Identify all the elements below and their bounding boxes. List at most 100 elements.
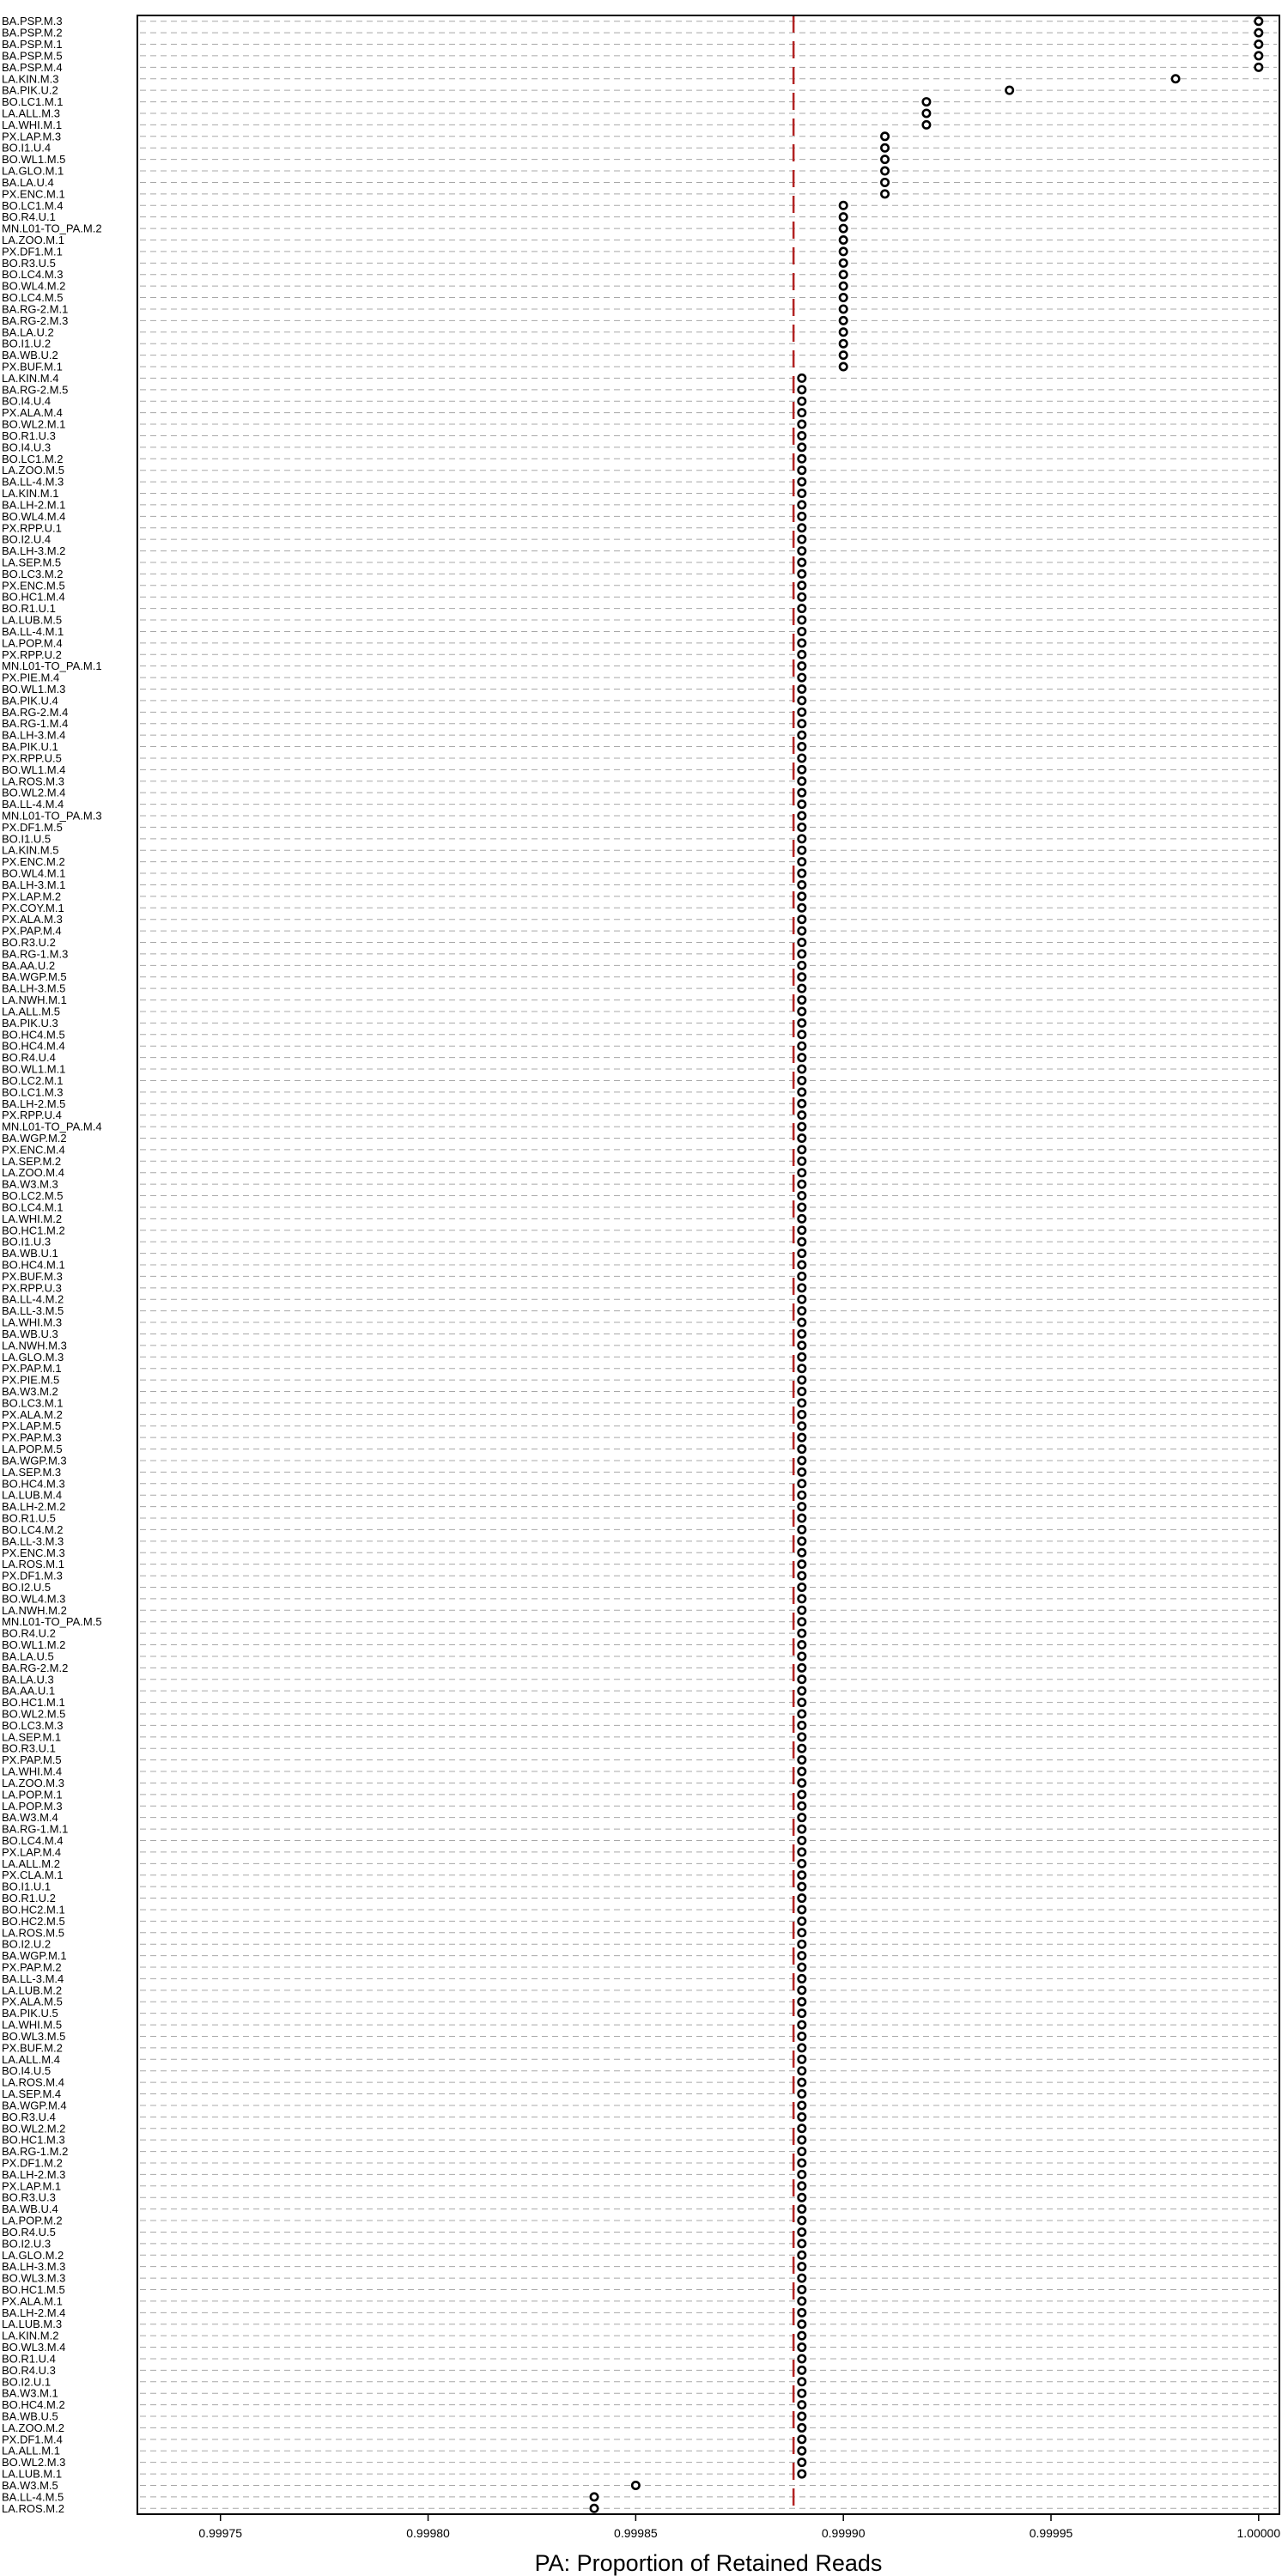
y-tick-label: BA.LL-3.M.5: [2, 1304, 64, 1317]
data-point: [797, 1674, 807, 1685]
data-point: [797, 2111, 807, 2122]
y-tick-label: PX.LAP.M.5: [2, 1419, 61, 1432]
y-tick-label: BO.LC3.M.3: [2, 1719, 64, 1732]
data-point: [880, 143, 890, 153]
data-point: [797, 2330, 807, 2341]
y-tick-label: LA.NWH.M.2: [2, 1604, 67, 1617]
y-tick-label: BO.WL2.M.1: [2, 418, 65, 431]
y-tick-label: BA.LH-2.M.1: [2, 498, 65, 511]
y-tick-labels: BA.PSP.M.3BA.PSP.M.2BA.PSP.M.1BA.PSP.M.5…: [2, 15, 102, 2515]
y-tick-label: BO.WL3.M.5: [2, 2030, 65, 2043]
y-tick-label: BO.WL1.M.4: [2, 763, 65, 776]
data-point: [797, 557, 807, 568]
data-point: [797, 511, 807, 521]
y-tick-label: PX.RPP.U.2: [2, 648, 62, 661]
y-tick-label: BO.I1.U.3: [2, 1236, 51, 1249]
y-tick-label: PX.ALA.M.5: [2, 1996, 63, 2008]
y-tick-label: PX.RPP.U.3: [2, 1281, 62, 1294]
data-point: [797, 442, 807, 453]
data-point: [797, 1133, 807, 1143]
y-tick-label: BA.LL-4.M.3: [2, 476, 64, 489]
data-point: [797, 1213, 807, 1224]
y-tick-label: BA.WB.U.1: [2, 1247, 58, 1260]
y-tick-label: BO.WL1.M.5: [2, 153, 65, 166]
y-tick-label: BO.WL2.M.5: [2, 1707, 65, 1720]
data-point: [797, 1191, 807, 1201]
y-tick-label: LA.GLO.M.1: [2, 165, 64, 178]
data-point: [797, 1559, 807, 1570]
y-tick-label: LA.ALL.M.2: [2, 1857, 60, 1870]
y-tick-label: BA.WGP.M.1: [2, 1949, 67, 1962]
data-point: [797, 742, 807, 752]
y-tick-label: LA.POP.M.1: [2, 1788, 63, 1801]
grid-layer: [140, 21, 1277, 2509]
y-tick-label: BO.LC1.M.1: [2, 95, 64, 108]
y-tick-label: PX.LAP.M.3: [2, 130, 61, 143]
data-point: [797, 1928, 807, 1938]
y-tick-label: BO.R3.U.5: [2, 257, 56, 270]
y-tick-label: PX.LAP.M.1: [2, 2179, 61, 2192]
data-point: [797, 1006, 807, 1017]
data-point: [797, 1709, 807, 1719]
y-tick-label: BA.LA.U.2: [2, 325, 54, 338]
data-point: [797, 1905, 807, 1915]
data-point: [797, 1432, 807, 1443]
y-tick-label: BO.HC1.M.5: [2, 2283, 65, 2296]
data-point: [797, 960, 807, 970]
x-axis-title: PA: Proportion of Retained Reads: [535, 2550, 883, 2576]
data-point: [797, 1236, 807, 1247]
y-tick-label: PX.ENC.M.1: [2, 187, 65, 200]
y-tick-label: LA.GLO.M.2: [2, 2249, 64, 2262]
y-tick-label: BO.R3.U.3: [2, 2191, 56, 2204]
data-point: [797, 902, 807, 913]
x-tick-label: 0.99975: [198, 2526, 242, 2540]
y-tick-label: BO.I2.U.1: [2, 2375, 51, 2388]
data-point: [797, 1594, 807, 1604]
data-point: [797, 580, 807, 591]
y-tick-label: PX.PAP.M.5: [2, 1753, 62, 1766]
data-point: [797, 1249, 807, 1259]
data-point: [797, 2031, 807, 2041]
data-point: [797, 1168, 807, 1178]
y-tick-label: BO.R1.U.1: [2, 602, 56, 615]
y-tick-label: BA.AA.U.1: [2, 1685, 55, 1698]
data-point: [797, 719, 807, 729]
data-point: [797, 534, 807, 544]
y-tick-label: BO.R4.U.5: [2, 2226, 56, 2239]
data-point: [838, 327, 848, 337]
y-tick-label: LA.LUB.M.3: [2, 2318, 62, 2330]
y-tick-label: BA.LL-3.M.3: [2, 1534, 64, 1547]
y-tick-label: LA.NWH.M.3: [2, 1339, 67, 1352]
y-tick-label: BO.LC1.M.4: [2, 199, 64, 212]
y-tick-label: LA.LUB.M.4: [2, 1489, 62, 1502]
y-tick-label: LA.LUB.M.5: [2, 614, 62, 627]
data-point: [1170, 74, 1181, 84]
y-tick-label: LA.ROS.M.5: [2, 1926, 64, 1939]
y-tick-label: PX.DF1.M.5: [2, 821, 63, 834]
y-tick-label: BA.PSP.M.3: [2, 15, 63, 27]
y-tick-label: BO.I1.U.1: [2, 1880, 51, 1893]
data-point: [797, 649, 807, 659]
y-tick-label: BO.HC4.M.2: [2, 2398, 65, 2411]
y-tick-label: BO.I4.U.3: [2, 440, 51, 453]
y-tick-label: MN.L01-TO_PA.M.1: [2, 659, 102, 672]
data-point: [797, 1870, 807, 1880]
y-tick-label: BA.W3.M.4: [2, 1811, 58, 1824]
y-tick-label: LA.KIN.M.4: [2, 372, 58, 385]
y-tick-label: BA.WGP.M.3: [2, 1454, 67, 1467]
y-tick-label: PX.ENC.M.2: [2, 855, 65, 868]
data-point: [797, 707, 807, 717]
data-point: [797, 857, 807, 867]
y-tick-label: BA.LH-3.M.5: [2, 982, 65, 995]
y-tick-label: LA.WHI.M.5: [2, 2019, 62, 2032]
data-point: [797, 2250, 807, 2260]
data-point: [797, 661, 807, 671]
y-tick-label: LA.ZOO.M.2: [2, 2421, 64, 2434]
y-tick-label: LA.ZOO.M.1: [2, 234, 64, 246]
data-point: [797, 1306, 807, 1316]
data-point: [797, 2354, 807, 2364]
y-tick-label: BO.I1.U.2: [2, 337, 51, 350]
data-point: [797, 1847, 807, 1857]
data-point: [797, 1547, 807, 1558]
data-point: [797, 1766, 807, 1777]
